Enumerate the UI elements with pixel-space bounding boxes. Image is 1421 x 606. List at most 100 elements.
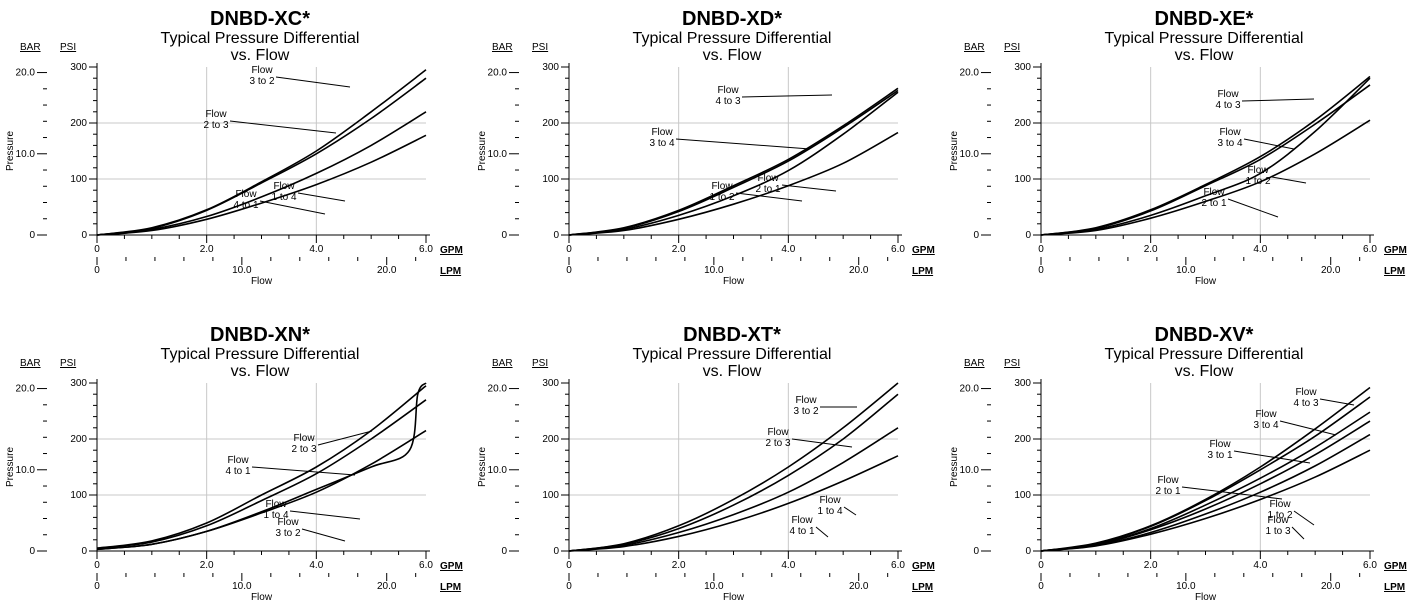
chart-panel-xc: DNBD-XC* Typical Pressure Differential v…: [0, 0, 470, 290]
series-label: 3 to 4: [649, 138, 674, 149]
chart-subtitle: Typical Pressure Differential: [160, 30, 360, 47]
series-label: 3 to 4: [1253, 420, 1278, 431]
x-tick-label-gpm: 2.0: [672, 560, 686, 571]
chart-subtitle: Typical Pressure Differential: [1104, 346, 1304, 363]
y-tick-label-psi: 300: [70, 378, 87, 389]
series-line: [1040, 449, 1371, 552]
y-tick-label-bar: 10.0: [488, 465, 508, 476]
chart-subtitle: Typical Pressure Differential: [632, 346, 832, 363]
series-line: [96, 382, 427, 551]
x-unit-label-lpm: LPM: [1384, 266, 1405, 277]
series-label: Flow: [277, 517, 299, 528]
x-axis-title: Flow: [723, 592, 745, 603]
x-tick-label-gpm: 2.0: [200, 244, 214, 255]
series-label: Flow: [227, 455, 249, 466]
series-label: Flow: [1219, 127, 1241, 138]
y-tick-label-bar: 20.0: [16, 384, 36, 395]
chart-title: DNBD-XN*: [210, 324, 310, 346]
x-tick-label-gpm: 4.0: [781, 244, 795, 255]
y-tick-label-psi: 100: [1014, 490, 1031, 501]
y-tick-label-psi: 200: [1014, 434, 1031, 445]
y-tick-label-psi: 200: [542, 118, 559, 129]
x-tick-label-gpm: 0: [94, 244, 100, 255]
x-tick-label-gpm: 4.0: [781, 560, 795, 571]
x-tick-label-gpm: 0: [94, 560, 100, 571]
chart-subtitle: Typical Pressure Differential: [1104, 30, 1304, 47]
y-tick-label-bar: 20.0: [960, 68, 980, 79]
series-line: [568, 131, 899, 236]
series-line: [96, 69, 427, 236]
x-tick-label-gpm: 0: [566, 560, 572, 571]
x-tick-label-lpm: 20.0: [377, 265, 397, 276]
series-label: Flow: [795, 395, 817, 406]
chart-subtitle: vs. Flow: [230, 47, 290, 64]
series-label-leader: [1241, 98, 1315, 102]
series-label: Flow: [1247, 165, 1269, 176]
series-label: Flow: [767, 427, 789, 438]
chart-subtitle: vs. Flow: [230, 363, 290, 380]
y-unit-label-psi: PSI: [60, 358, 76, 369]
x-tick-label-lpm: 10.0: [704, 581, 724, 592]
series-label: Flow: [265, 499, 287, 510]
y-tick-label-psi: 0: [1025, 230, 1031, 241]
chart-subtitle: Typical Pressure Differential: [632, 30, 832, 47]
series-label: 3 to 2: [249, 76, 274, 87]
chart-subtitle: vs. Flow: [702, 363, 762, 380]
series-label: Flow: [791, 515, 813, 526]
y-tick-label-psi: 300: [542, 378, 559, 389]
y-unit-label-bar: BAR: [492, 358, 513, 369]
chart-title: DNBD-XT*: [683, 324, 781, 346]
x-tick-label-gpm: 2.0: [672, 244, 686, 255]
series-label: Flow: [1217, 89, 1239, 100]
y-tick-label-bar: 0: [501, 230, 507, 241]
series-label: 2 to 1: [1201, 198, 1226, 209]
chart-panel-xv: DNBD-XV* Typical Pressure Differential v…: [944, 316, 1414, 606]
y-tick-label-bar: 10.0: [960, 465, 980, 476]
y-tick-label-psi: 100: [542, 174, 559, 185]
series-label-leader: [297, 192, 346, 202]
series-label-leader: [251, 466, 356, 476]
series-label-leader: [317, 430, 373, 446]
chart-subtitle: vs. Flow: [1174, 363, 1234, 380]
y-tick-label-bar: 20.0: [16, 68, 36, 79]
x-tick-label-lpm: 20.0: [849, 265, 869, 276]
chart-plot-xe: BAR PSI 0 100 200 300 0 10.0 20.0 Pressure 0 2.0 4.0…: [949, 42, 1407, 287]
series-label: Flow: [205, 109, 227, 120]
x-axis-title: Flow: [251, 276, 273, 287]
series-label-leader: [1279, 420, 1337, 436]
series-label: Flow: [235, 189, 257, 200]
series-label: Flow: [757, 173, 779, 184]
series-line: [568, 87, 899, 236]
series-line: [96, 429, 427, 551]
x-tick-label-lpm: 0: [94, 265, 100, 276]
series-label: 1 to 2: [1267, 510, 1292, 521]
series-label: 4 to 3: [1293, 398, 1318, 409]
y-tick-label-psi: 0: [81, 546, 87, 557]
x-tick-label-gpm: 6.0: [419, 560, 433, 571]
x-unit-label-gpm: GPM: [1384, 561, 1407, 572]
chart-plot-xd: BAR PSI 0 100 200 300 0 10.0 20.0 Pressure 0 2.0 4.0…: [477, 42, 935, 287]
y-tick-label-bar: 20.0: [488, 68, 508, 79]
chart-plot-xn: BAR PSI 0 100 200 300 0 10.0 20.0 Pressure 0 2.0 4.0…: [5, 358, 463, 603]
x-tick-label-gpm: 0: [1038, 560, 1044, 571]
y-tick-label-psi: 300: [70, 62, 87, 73]
x-tick-label-lpm: 10.0: [1176, 265, 1196, 276]
chart-panel-xe: DNBD-XE* Typical Pressure Differential v…: [944, 0, 1414, 290]
x-tick-label-gpm: 0: [566, 244, 572, 255]
x-tick-label-gpm: 6.0: [1363, 244, 1377, 255]
x-tick-label-lpm: 10.0: [232, 265, 252, 276]
series-line: [1040, 84, 1371, 236]
series-label: 3 to 4: [1217, 138, 1242, 149]
series-label: 4 to 3: [1215, 100, 1240, 111]
chart-subtitle: vs. Flow: [702, 47, 762, 64]
x-tick-label-lpm: 10.0: [704, 265, 724, 276]
series-label: 4 to 1: [789, 526, 814, 537]
series-label: Flow: [293, 433, 315, 444]
y-tick-label-psi: 200: [542, 434, 559, 445]
series-label-leader: [741, 94, 833, 98]
x-tick-label-lpm: 0: [1038, 581, 1044, 592]
series-line: [568, 393, 899, 552]
x-tick-label-gpm: 2.0: [200, 560, 214, 571]
series-line: [1040, 77, 1371, 236]
y-tick-label-bar: 10.0: [960, 149, 980, 160]
